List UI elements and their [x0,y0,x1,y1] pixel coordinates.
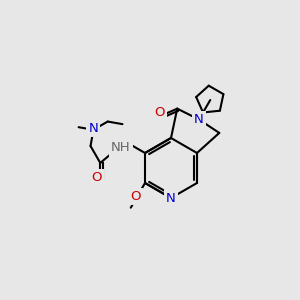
Text: N: N [88,122,98,135]
Text: O: O [92,171,102,184]
Text: O: O [130,190,140,203]
Text: NH: NH [111,142,130,154]
Text: O: O [154,106,165,119]
Text: N: N [166,191,176,205]
Text: N: N [194,113,204,126]
